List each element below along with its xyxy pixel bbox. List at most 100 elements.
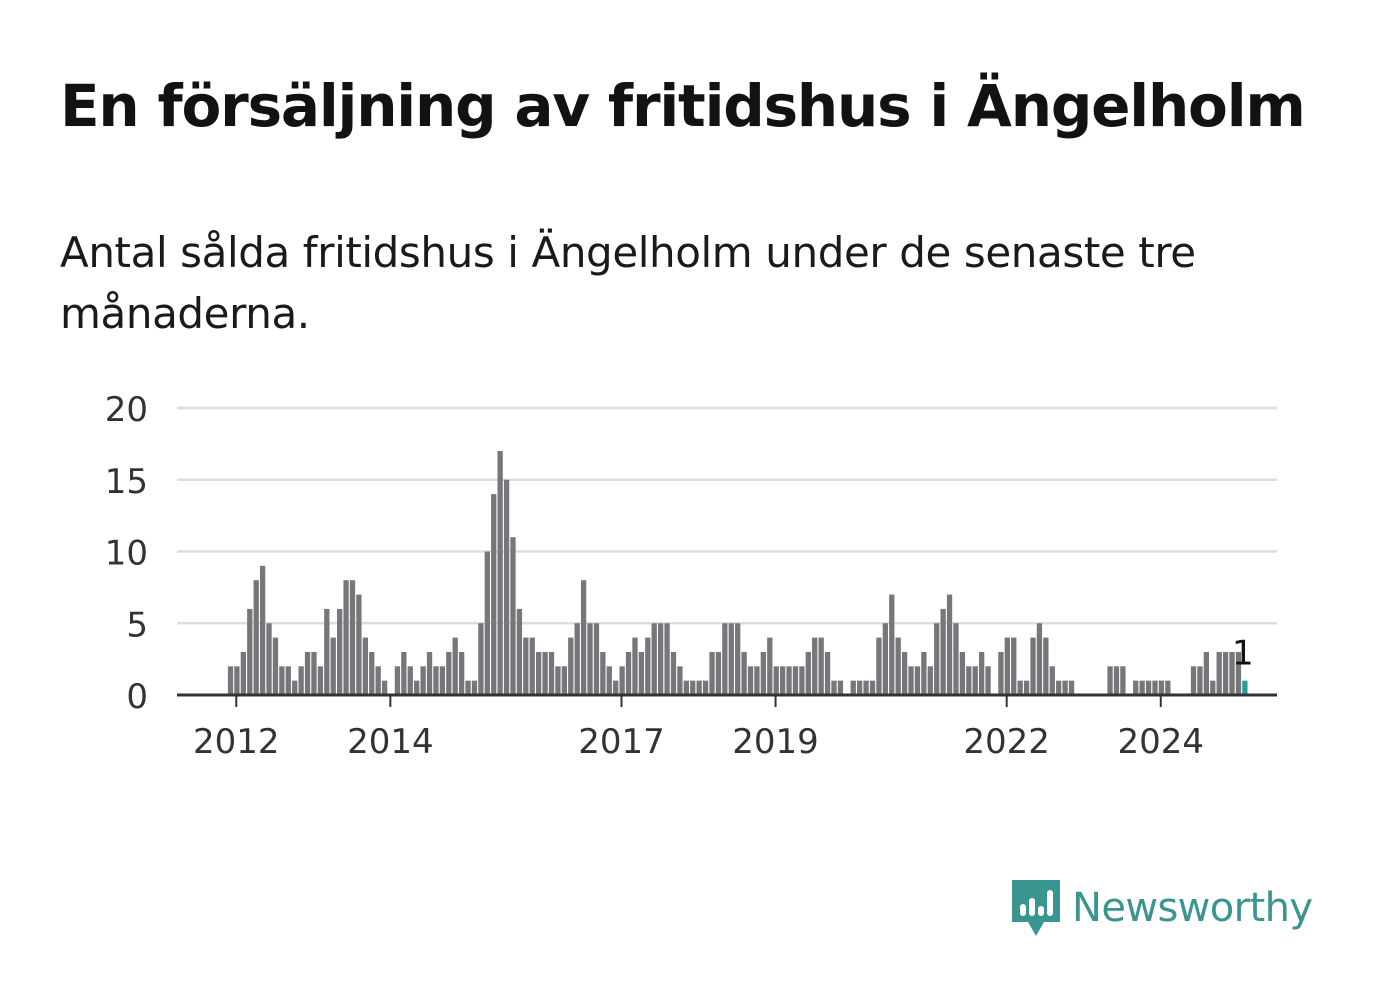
bar xyxy=(433,666,439,695)
bar xyxy=(619,666,625,695)
bar xyxy=(1107,666,1113,695)
bar xyxy=(863,680,869,695)
newsworthy-logo-icon xyxy=(1012,880,1060,936)
bar xyxy=(234,666,240,695)
bar xyxy=(529,637,535,695)
bar xyxy=(664,623,670,695)
bar xyxy=(786,666,792,695)
newsworthy-logo: Newsworthy xyxy=(1010,878,1313,938)
x-tick-label: 2014 xyxy=(347,722,434,762)
bar xyxy=(375,666,381,695)
bar xyxy=(497,451,503,695)
bar xyxy=(722,623,728,695)
bar xyxy=(792,666,799,695)
bar xyxy=(850,680,856,695)
bar xyxy=(901,651,908,695)
bar xyxy=(1210,680,1216,695)
bar xyxy=(253,580,259,695)
bar xyxy=(1158,680,1165,695)
bar xyxy=(439,666,446,695)
bar xyxy=(638,651,645,695)
bar xyxy=(940,608,946,695)
bar xyxy=(349,580,356,695)
bar xyxy=(715,651,722,695)
bar xyxy=(818,637,824,695)
bar xyxy=(491,494,497,695)
bar xyxy=(773,666,779,695)
bar xyxy=(690,680,696,695)
bar xyxy=(895,637,901,695)
bar xyxy=(1043,637,1049,695)
bar xyxy=(279,666,285,695)
bar xyxy=(760,651,767,695)
bar xyxy=(1197,666,1203,695)
bar xyxy=(876,637,882,695)
bar xyxy=(741,651,747,695)
x-tick-label: 2022 xyxy=(963,722,1050,762)
bar xyxy=(1120,666,1126,695)
bar xyxy=(754,666,760,695)
bar xyxy=(1023,680,1030,695)
bar xyxy=(625,651,632,695)
bar xyxy=(311,651,317,695)
bar xyxy=(683,680,689,695)
bar xyxy=(259,565,266,695)
bar xyxy=(536,651,542,695)
bar xyxy=(1190,666,1197,695)
bar xyxy=(927,666,933,695)
data-label: 1 xyxy=(1232,634,1254,674)
bar xyxy=(471,680,478,695)
bar xyxy=(645,637,651,695)
bar xyxy=(998,651,1004,695)
bar xyxy=(735,623,741,695)
bar xyxy=(580,580,587,695)
bar xyxy=(478,623,484,695)
bar xyxy=(298,666,304,695)
bar xyxy=(632,637,638,695)
bar xyxy=(882,623,888,695)
bar xyxy=(369,651,375,695)
bar xyxy=(266,623,272,695)
chart-subtitle: Antal sålda fritidshus i Ängelholm under… xyxy=(60,228,1196,338)
bar xyxy=(747,666,754,695)
bar xyxy=(1133,680,1139,695)
bar xyxy=(824,651,831,695)
bar xyxy=(805,651,811,695)
y-tick-label: 5 xyxy=(126,605,148,645)
bar xyxy=(1216,651,1222,695)
bar xyxy=(966,666,972,695)
bar xyxy=(272,637,279,695)
x-tick-label: 2012 xyxy=(193,722,280,762)
bar xyxy=(869,680,876,695)
y-tick-label: 15 xyxy=(105,462,148,502)
bar xyxy=(1036,623,1043,695)
bar xyxy=(1004,637,1010,695)
bar xyxy=(728,623,734,695)
bar xyxy=(702,680,709,695)
chart-title: En försäljning av fritidshus i Ängelholm xyxy=(60,72,1306,140)
bar xyxy=(1165,680,1171,695)
bar xyxy=(953,623,959,695)
bar xyxy=(799,666,805,695)
bar xyxy=(959,651,966,695)
bar xyxy=(837,680,844,695)
bar xyxy=(593,623,600,695)
bar xyxy=(914,666,921,695)
bar xyxy=(1203,651,1209,695)
bar xyxy=(1145,680,1152,695)
bar xyxy=(1235,651,1242,695)
bar xyxy=(1068,680,1075,695)
bar xyxy=(934,623,940,695)
bar xyxy=(767,637,773,695)
bar xyxy=(696,680,702,695)
x-tick-label: 2017 xyxy=(578,722,665,762)
bar xyxy=(548,651,555,695)
bar xyxy=(568,637,574,695)
bar xyxy=(420,666,426,695)
bar xyxy=(1011,637,1017,695)
bar xyxy=(677,666,683,695)
y-tick-label: 0 xyxy=(126,677,148,717)
bar xyxy=(484,551,490,695)
x-tick-label: 2024 xyxy=(1117,722,1204,762)
bar xyxy=(921,651,927,695)
